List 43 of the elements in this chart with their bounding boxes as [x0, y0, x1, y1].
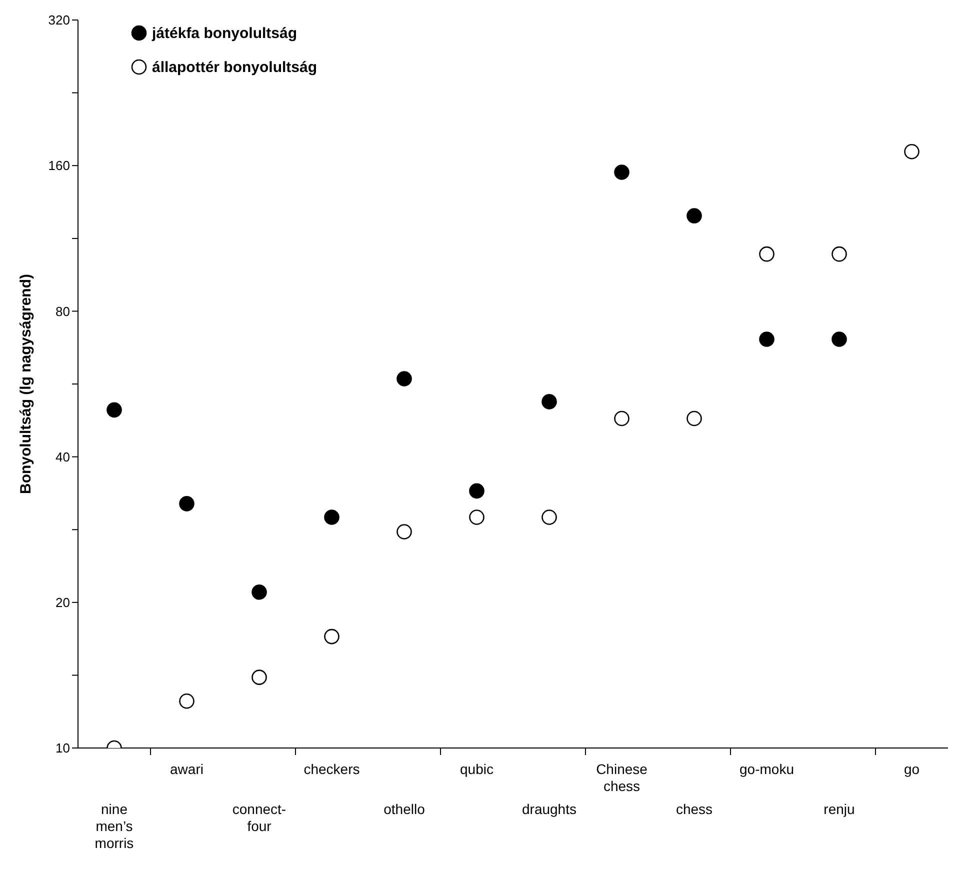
point — [542, 394, 557, 410]
point — [324, 510, 340, 525]
y-axis-title: Bonyolultság (lg nagyságrend) — [17, 274, 34, 494]
x-tick-label: renju — [824, 801, 855, 817]
point — [832, 332, 847, 347]
y-tick-label: 10 — [56, 740, 70, 756]
point — [759, 332, 774, 347]
point — [324, 628, 340, 644]
point — [469, 510, 484, 525]
point — [396, 524, 412, 540]
x-tick-label: draughts — [522, 801, 576, 817]
y-tick-label: 40 — [56, 449, 70, 464]
point — [542, 510, 557, 525]
x-tick-label: awari — [170, 761, 204, 777]
x-tick-label: checkers — [304, 761, 360, 777]
point — [904, 144, 920, 160]
point — [106, 402, 122, 418]
point — [179, 496, 194, 512]
x-tick-label: chess — [676, 801, 713, 817]
y-tick-label: 320 — [48, 12, 70, 28]
legend-label: játékfa bonyolultság — [152, 24, 298, 42]
x-tick-label: go — [904, 761, 920, 777]
y-tick-label: 80 — [56, 304, 70, 319]
x-tick-label: nine men’s morris — [94, 801, 134, 851]
point — [396, 371, 412, 386]
point — [759, 246, 774, 262]
y-tick-label: 20 — [56, 595, 70, 610]
point — [469, 483, 484, 499]
x-tick-label: go-moku — [740, 761, 794, 777]
point — [686, 208, 702, 224]
x-tick-label: connect-four — [232, 801, 286, 834]
legend-label: állapottér bonyolultság — [152, 58, 318, 76]
x-tick-label: Chinese chess — [596, 761, 648, 794]
x-tick-label: qubic — [460, 761, 494, 777]
point — [252, 670, 267, 685]
point — [686, 410, 702, 426]
point — [614, 410, 630, 426]
x-tick-label: othello — [384, 801, 426, 817]
point — [832, 246, 847, 262]
point — [614, 164, 630, 180]
y-tick-label: 160 — [48, 158, 70, 174]
point — [252, 584, 267, 600]
point — [179, 693, 194, 709]
